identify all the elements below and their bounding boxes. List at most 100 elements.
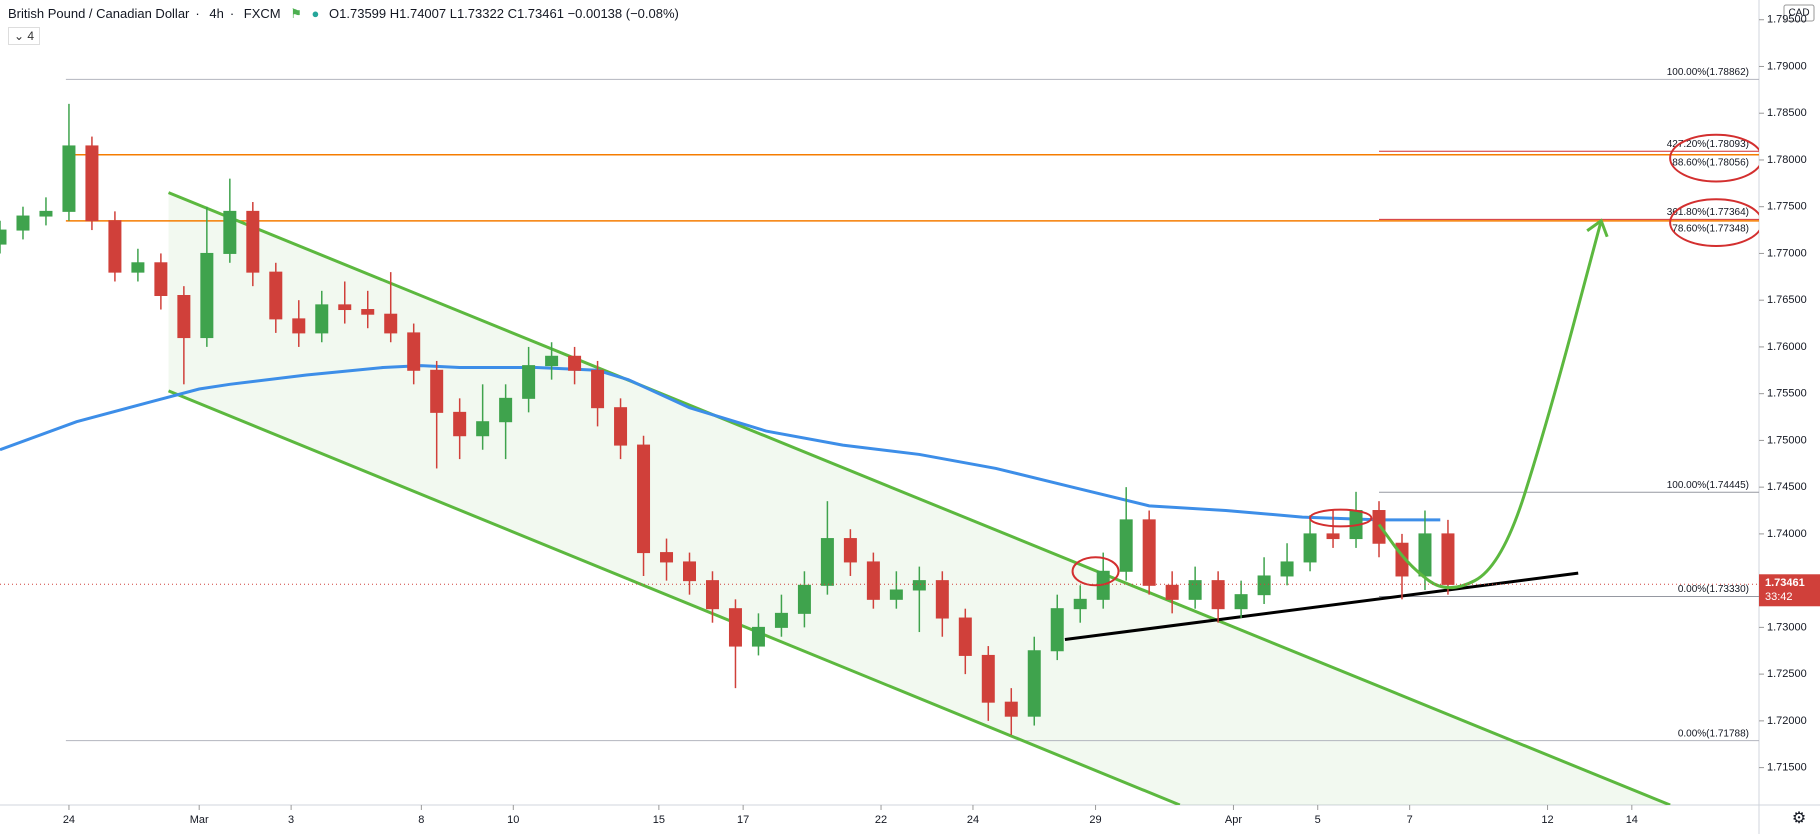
candle-body bbox=[177, 295, 191, 339]
fib-label: 100.00%(1.78862) bbox=[1667, 67, 1749, 78]
y-tick-label: 1.77500 bbox=[1767, 201, 1807, 213]
currency-box[interactable] bbox=[1783, 4, 1815, 22]
candle-body bbox=[568, 355, 582, 371]
x-tick-label: 7 bbox=[1407, 814, 1413, 826]
candle-body bbox=[660, 552, 674, 563]
y-tick-label: 1.79500 bbox=[1767, 14, 1807, 26]
candle-body bbox=[1418, 533, 1432, 577]
candle-body bbox=[1165, 584, 1179, 600]
ohlc: O1.73599 H1.74007 L1.73322 C1.73461 −0.0… bbox=[329, 6, 679, 21]
source: FXCM bbox=[243, 6, 281, 21]
candle-body bbox=[912, 580, 926, 591]
y-tick-label: 1.75000 bbox=[1767, 434, 1807, 446]
candle-body bbox=[384, 313, 398, 334]
candle-body bbox=[1280, 561, 1294, 577]
y-tick-label: 1.74500 bbox=[1767, 481, 1807, 493]
candle-body bbox=[1119, 519, 1133, 572]
candle-body bbox=[683, 561, 697, 582]
candle-body bbox=[39, 210, 53, 217]
candle-body bbox=[453, 411, 467, 437]
candle-body bbox=[958, 617, 972, 656]
symbol-header: British Pound / Canadian Dollar · 4h · FXC… bbox=[8, 6, 679, 21]
candle-body bbox=[1188, 580, 1202, 600]
x-tick-label: Mar bbox=[190, 814, 209, 826]
y-tick-label: 1.78000 bbox=[1767, 154, 1807, 166]
x-tick-label: 10 bbox=[507, 814, 519, 826]
x-tick-label: 29 bbox=[1089, 814, 1101, 826]
candle-body bbox=[1326, 533, 1340, 540]
candle-body bbox=[292, 318, 306, 334]
candle-body bbox=[981, 654, 995, 703]
candle-body bbox=[522, 365, 536, 399]
candle-body bbox=[85, 145, 99, 222]
candle-body bbox=[269, 271, 283, 320]
y-tick-label: 1.72500 bbox=[1767, 668, 1807, 680]
candle-body bbox=[361, 309, 375, 315]
fib-label: 427.20%(1.78093) bbox=[1667, 139, 1749, 150]
candle-body bbox=[1303, 533, 1317, 563]
candle-body bbox=[154, 262, 168, 297]
candle-body bbox=[1211, 580, 1225, 610]
candle-body bbox=[200, 252, 214, 339]
x-tick-label: 12 bbox=[1541, 814, 1553, 826]
candle-body bbox=[315, 304, 329, 334]
x-tick-label: 15 bbox=[653, 814, 665, 826]
last-price-tag bbox=[1759, 574, 1820, 607]
candle-body bbox=[637, 444, 651, 554]
candle-body bbox=[545, 355, 559, 367]
countdown: 33:42 bbox=[1765, 591, 1793, 603]
y-tick-label: 1.76000 bbox=[1767, 341, 1807, 353]
y-tick-label: 1.75500 bbox=[1767, 388, 1807, 400]
y-tick-label: 1.73000 bbox=[1767, 621, 1807, 633]
candle-body bbox=[1142, 519, 1156, 586]
interval[interactable]: 4h bbox=[209, 6, 224, 21]
status-dot: ● bbox=[311, 6, 320, 21]
x-tick-label: 24 bbox=[967, 814, 979, 826]
candle-body bbox=[1257, 575, 1271, 596]
candle-body bbox=[499, 397, 513, 423]
highlight-ellipse bbox=[1309, 508, 1373, 528]
x-tick-label: 24 bbox=[63, 814, 75, 826]
y-tick-label: 1.71500 bbox=[1767, 762, 1807, 774]
x-tick-label: 17 bbox=[737, 814, 749, 826]
candle-body bbox=[246, 210, 260, 273]
candle-body bbox=[935, 580, 949, 619]
candle-body bbox=[614, 407, 628, 446]
x-tick-label: Apr bbox=[1225, 814, 1242, 826]
candle-body bbox=[774, 612, 788, 628]
candle-body bbox=[728, 608, 742, 647]
moving-average bbox=[0, 364, 1441, 522]
candle-body bbox=[0, 229, 7, 245]
highlight-ellipse bbox=[1669, 133, 1759, 183]
candle-body bbox=[1027, 650, 1041, 717]
currency: CAD bbox=[1788, 8, 1809, 19]
candle-body bbox=[430, 369, 444, 413]
x-tick-label: 5 bbox=[1315, 814, 1321, 826]
y-tick-label: 1.76500 bbox=[1767, 294, 1807, 306]
candle-body bbox=[866, 561, 880, 600]
indicator-count: 4 bbox=[27, 29, 35, 43]
x-tick-label: 22 bbox=[875, 814, 887, 826]
candle-body bbox=[1073, 598, 1087, 610]
flag-icon[interactable]: ⚑ bbox=[290, 6, 302, 21]
projection-arrow bbox=[1377, 220, 1603, 590]
y-tick-label: 1.77000 bbox=[1767, 247, 1807, 259]
candle-body bbox=[797, 584, 811, 614]
symbol[interactable]: British Pound / Canadian Dollar bbox=[8, 6, 190, 21]
trendline bbox=[167, 191, 1671, 805]
candle-body bbox=[223, 210, 237, 254]
fib-label: 88.60%(1.78056) bbox=[1672, 157, 1749, 168]
plot: 100.00%(1.78862) 427.20%(1.78093) 88.60%(1… bbox=[0, 67, 1759, 805]
x-tick-label: 8 bbox=[418, 814, 424, 826]
fib-label: 100.00%(1.74445) bbox=[1667, 480, 1749, 491]
y-tick-label: 1.79000 bbox=[1767, 60, 1807, 72]
candle-body bbox=[1004, 701, 1018, 717]
fib-label: 361.80%(1.77364) bbox=[1667, 207, 1749, 218]
candle-body bbox=[16, 215, 30, 231]
settings-icon[interactable]: ⚙ bbox=[1792, 810, 1806, 827]
candle-body bbox=[1441, 533, 1455, 585]
indicator-toggle[interactable]: ⌄ 4 bbox=[8, 27, 41, 45]
candle-body bbox=[62, 145, 76, 212]
